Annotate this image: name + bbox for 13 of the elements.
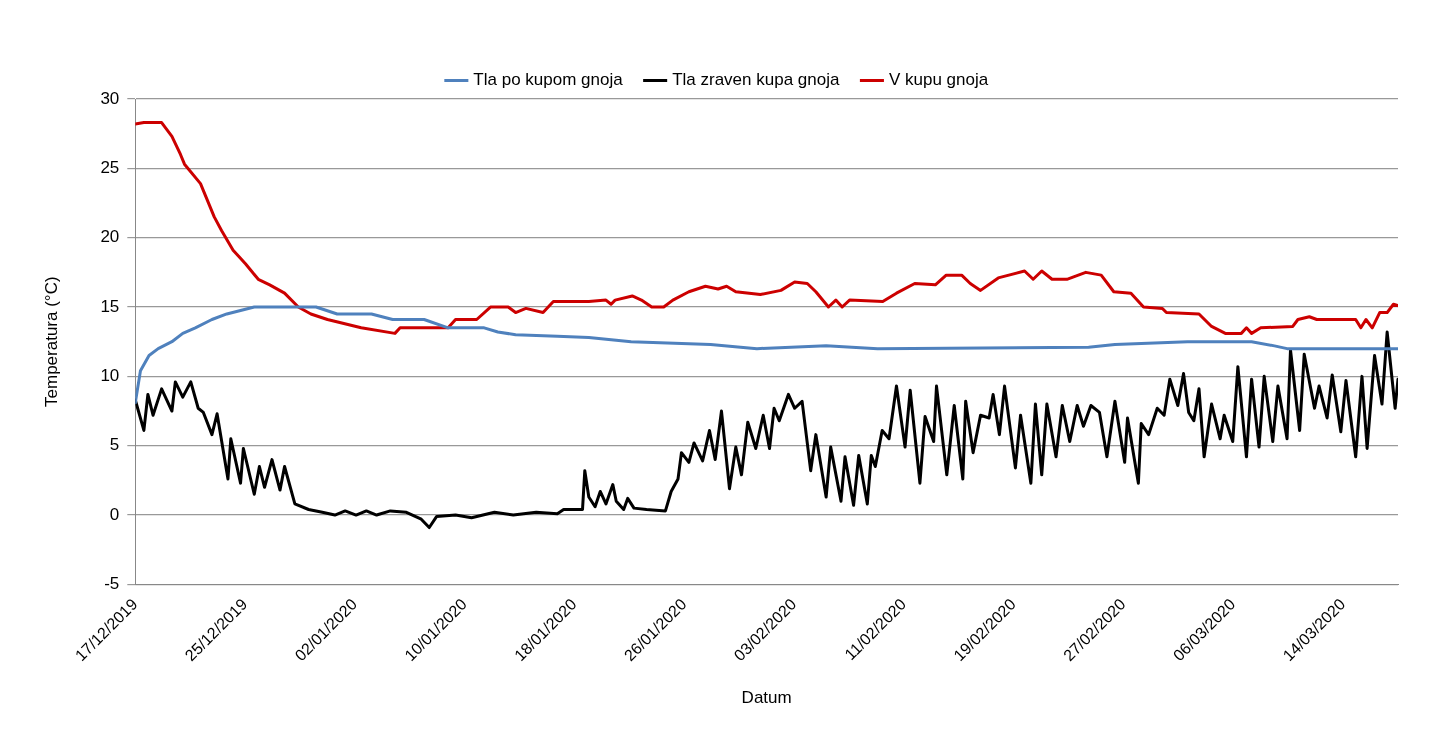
y-tick-label: -5 <box>104 574 120 594</box>
y-axis-title: Temperatura (°C) <box>41 276 61 407</box>
legend-label: Tla po kupom gnoja <box>473 70 624 90</box>
x-axis-title: Datum <box>741 688 792 708</box>
y-tick-label: 10 <box>100 366 120 386</box>
legend-label: V kupu gnoja <box>888 70 989 90</box>
legend-label: Tla zraven kupa gnoja <box>672 70 840 90</box>
y-tick-label: 25 <box>100 158 120 178</box>
y-tick-label: 5 <box>109 435 120 455</box>
y-tick-label: 15 <box>100 296 120 316</box>
y-tick-label: 20 <box>100 227 120 247</box>
y-tick-label: 30 <box>100 88 120 108</box>
y-tick-label: 0 <box>109 504 120 524</box>
